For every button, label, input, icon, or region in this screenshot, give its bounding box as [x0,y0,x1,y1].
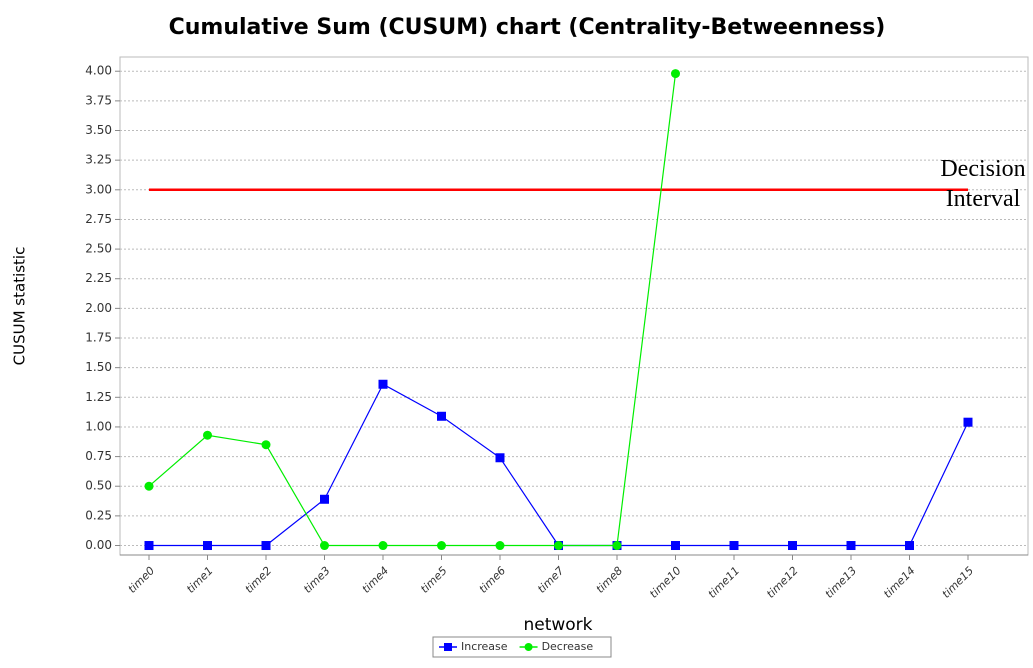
x-tick-label: time7 [535,564,567,596]
y-tick-label: 0.25 [85,508,112,522]
x-tick-label: time4 [360,564,392,596]
x-tick-label: time6 [477,564,509,596]
legend-marker [524,643,533,651]
x-tick-label: time11 [706,564,743,601]
x-tick-label: time12 [764,564,801,601]
marker [554,541,563,551]
marker [261,440,271,450]
marker [671,541,680,551]
threshold-label: Decision Interval [940,155,1026,212]
y-tick-label: 3.00 [85,182,112,196]
y-tick-label: 0.50 [85,479,112,493]
marker [320,541,329,551]
marker [437,541,446,551]
y-tick-label: 3.75 [85,93,112,107]
marker [612,541,622,551]
marker [378,541,388,551]
marker [905,541,914,551]
y-tick-label: 2.00 [85,301,112,315]
marker [203,430,212,440]
legend-label: Increase [461,640,508,653]
y-tick-label: 2.75 [85,212,112,226]
x-tick-label: time3 [301,564,333,596]
plot-area [119,56,1029,556]
marker [144,481,154,491]
x-tick-label: time13 [823,564,860,601]
marker [378,379,388,389]
y-tick-label: 1.25 [85,390,112,404]
x-tick-label: time0 [126,564,158,596]
x-tick-label: time8 [594,564,626,596]
y-tick-label: 0.75 [85,449,112,463]
x-tick-label: time1 [184,564,216,596]
y-tick-label: 1.00 [85,419,112,433]
marker [729,541,739,551]
y-tick-label: 1.50 [85,360,112,374]
marker [846,541,856,551]
marker [963,417,973,427]
y-tick-label: 2.25 [85,271,112,285]
marker [671,69,680,79]
y-axis-label: CUSUM statistic [11,247,29,366]
marker [788,541,797,551]
y-tick-label: 2.50 [85,242,112,256]
y-tick-label: 0.00 [85,538,112,552]
y-tick-label: 4.00 [85,64,112,78]
marker [203,541,212,551]
x-tick-label: time10 [647,564,684,601]
marker [437,411,446,421]
chart-title: Cumulative Sum (CUSUM) chart (Centrality… [169,15,886,40]
marker [144,541,154,551]
legend-label: Decrease [542,640,594,653]
series-line [148,73,677,547]
marker [261,541,271,551]
x-tick-label: time14 [881,564,918,601]
x-axis-label: network [523,615,592,635]
legend-marker [444,643,452,651]
x-tick-label: time5 [418,564,450,596]
marker [495,453,505,463]
marker [495,541,505,551]
x-tick-label: time2 [243,564,275,596]
y-tick-label: 3.25 [85,153,112,167]
marker [320,494,329,504]
y-tick-label: 3.50 [85,123,112,137]
y-tick-label: 1.75 [85,331,112,345]
x-tick-label: time15 [940,564,977,601]
